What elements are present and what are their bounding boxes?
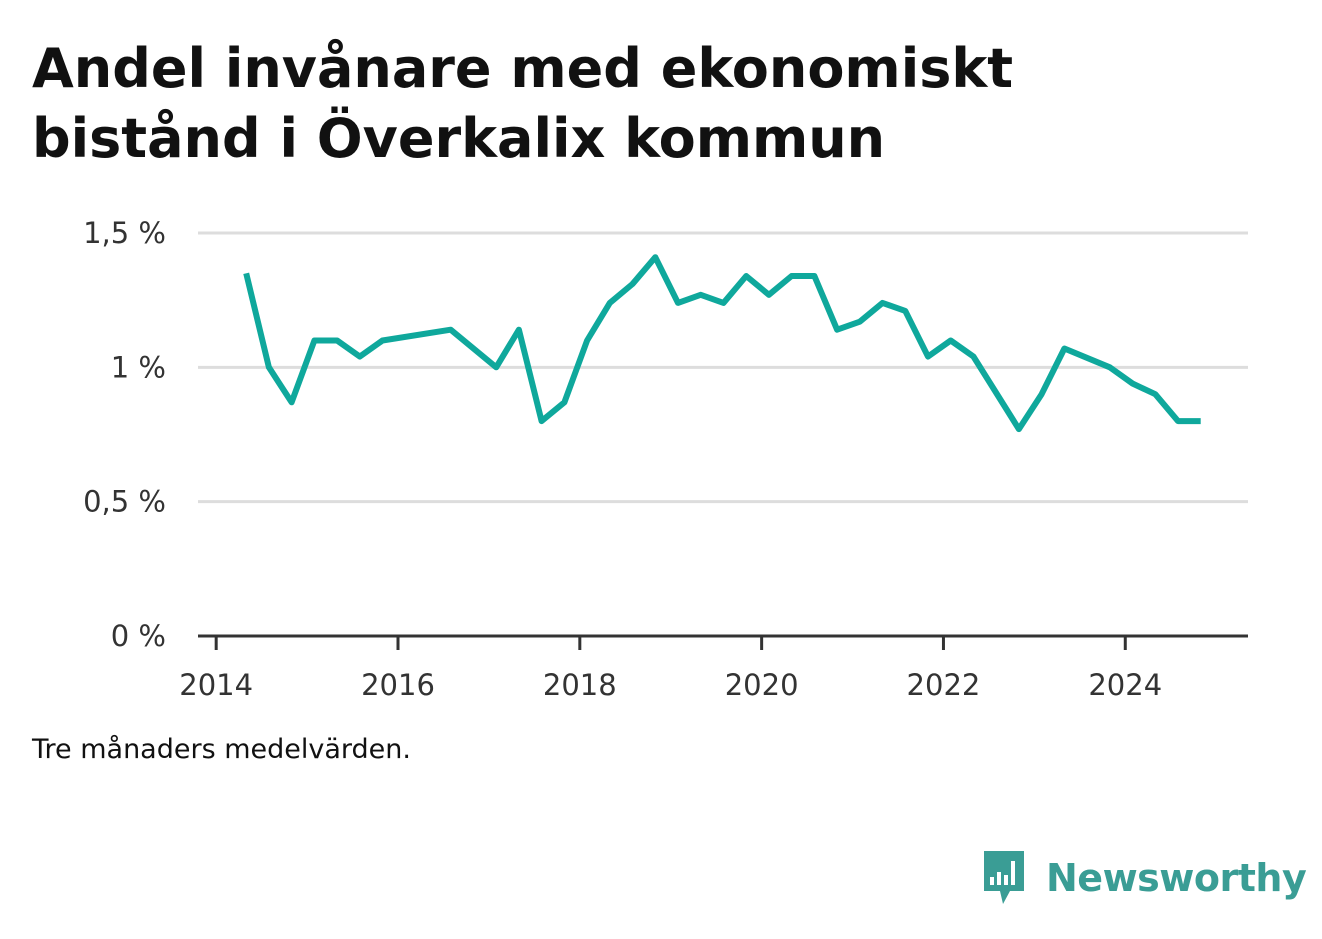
data-point bbox=[311, 338, 317, 344]
data-point bbox=[1016, 426, 1022, 432]
x-tick-label: 2018 bbox=[543, 668, 617, 702]
data-point bbox=[675, 300, 681, 306]
data-point bbox=[902, 308, 908, 314]
chart-note: Tre månaders medelvärden. bbox=[32, 734, 411, 765]
logo-bar bbox=[997, 872, 1001, 885]
data-point bbox=[743, 273, 749, 279]
newsworthy-logo-icon bbox=[984, 851, 1024, 904]
data-point bbox=[925, 354, 931, 360]
data-point bbox=[880, 300, 886, 306]
y-tick-label: 0 % bbox=[111, 619, 166, 653]
data-point bbox=[721, 300, 727, 306]
data-point bbox=[380, 338, 386, 344]
data-point bbox=[1175, 418, 1181, 424]
logo-bar bbox=[990, 877, 994, 885]
data-point bbox=[584, 338, 590, 344]
logo-bar bbox=[1011, 861, 1015, 885]
y-tick-label: 0,5 % bbox=[83, 485, 166, 519]
data-point bbox=[448, 327, 454, 333]
data-point bbox=[789, 273, 795, 279]
data-point bbox=[652, 254, 658, 260]
data-point bbox=[1152, 391, 1158, 397]
series-line bbox=[243, 254, 1201, 433]
data-point bbox=[1107, 364, 1113, 370]
data-point bbox=[243, 270, 249, 276]
data-point bbox=[357, 354, 363, 360]
data-point bbox=[334, 338, 340, 344]
data-point bbox=[1039, 391, 1045, 397]
data-point bbox=[493, 364, 499, 370]
data-point bbox=[948, 338, 954, 344]
logo-bar bbox=[1004, 875, 1008, 885]
data-point bbox=[834, 327, 840, 333]
data-point bbox=[630, 281, 636, 287]
x-tick-label: 2014 bbox=[179, 668, 253, 702]
x-tick-label: 2020 bbox=[725, 668, 799, 702]
y-tick-label: 1 % bbox=[111, 350, 166, 384]
x-tick-label: 2022 bbox=[907, 668, 981, 702]
y-axis-tick-labels: 0 % 0,5 % 1 % 1,5 % bbox=[83, 216, 166, 653]
x-tick-label: 2024 bbox=[1088, 668, 1162, 702]
data-point bbox=[811, 273, 817, 279]
data-point bbox=[766, 292, 772, 298]
data-point bbox=[289, 399, 295, 405]
data-point bbox=[266, 364, 272, 370]
data-point bbox=[607, 300, 613, 306]
data-point bbox=[971, 354, 977, 360]
x-tick-label: 2016 bbox=[361, 668, 435, 702]
line-chart: 0 % 0,5 % 1 % 1,5 % 2014 2016 2018 2020 2022 202… bbox=[83, 216, 1248, 702]
data-point bbox=[857, 319, 863, 325]
x-axis: 2014 2016 2018 2020 2022 2024 bbox=[179, 634, 1248, 702]
gridlines bbox=[198, 231, 1248, 504]
brand-logo: Newsworthy bbox=[980, 846, 1307, 910]
series-lines bbox=[243, 254, 1204, 433]
data-point bbox=[1061, 346, 1067, 352]
data-point bbox=[1130, 381, 1136, 387]
data-point bbox=[1198, 418, 1204, 424]
y-tick-label: 1,5 % bbox=[83, 216, 166, 250]
brand-name: Newsworthy bbox=[1046, 856, 1307, 900]
data-point bbox=[698, 292, 704, 298]
data-point bbox=[516, 327, 522, 333]
data-point bbox=[561, 399, 567, 405]
chart-title: Andel invånare med ekonomiskt bistånd i … bbox=[32, 37, 1014, 170]
data-point bbox=[539, 418, 545, 424]
